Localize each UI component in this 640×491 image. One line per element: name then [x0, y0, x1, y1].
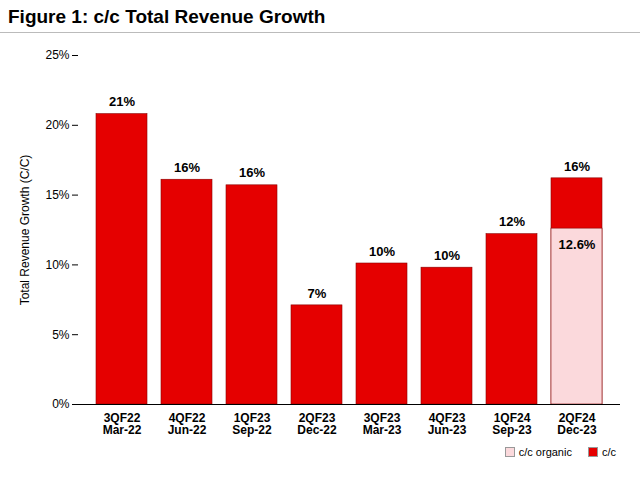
svg-text:4QF23Jun-23: 4QF23Jun-23: [428, 411, 467, 437]
svg-text:16%: 16%: [564, 159, 590, 174]
svg-text:12.6%: 12.6%: [559, 237, 596, 252]
svg-text:2QF23Dec-22: 2QF23Dec-22: [297, 411, 337, 437]
html-text:c/c organic: c/c organic: [518, 446, 572, 458]
svg-text:25%: 25%: [45, 48, 69, 62]
svg-text:16%: 16%: [239, 165, 265, 180]
svg-text:7%: 7%: [308, 286, 327, 301]
svg-text:3QF23Mar-23: 3QF23Mar-23: [363, 411, 402, 437]
svg-text:10%: 10%: [369, 244, 395, 259]
html-text:Figure 1: c/c Total Revenue Gr: Figure 1: c/c Total Revenue Growth: [8, 6, 326, 27]
svg-text:1QF24Sep-23: 1QF24Sep-23: [492, 411, 532, 437]
svg-text:10%: 10%: [434, 248, 460, 263]
svg-text:20%: 20%: [45, 118, 69, 132]
svg-text:15%: 15%: [45, 188, 69, 202]
html-text:c/c: c/c: [601, 446, 616, 458]
svg-text:21%: 21%: [109, 94, 135, 109]
svg-text:10%: 10%: [45, 258, 69, 272]
svg-text:Total Revenue Growth (C/C): Total Revenue Growth (C/C): [18, 155, 32, 306]
svg-text:12%: 12%: [499, 214, 525, 229]
svg-text:16%: 16%: [174, 160, 200, 175]
svg-text:1QF23Sep-22: 1QF23Sep-22: [232, 411, 272, 437]
svg-text:0%: 0%: [52, 397, 70, 411]
svg-text:4QF22Jun-22: 4QF22Jun-22: [168, 411, 207, 437]
svg-text:3QF22Mar-22: 3QF22Mar-22: [103, 411, 142, 437]
svg-text:2QF24Dec-23: 2QF24Dec-23: [557, 411, 597, 437]
svg-text:5%: 5%: [52, 328, 70, 342]
